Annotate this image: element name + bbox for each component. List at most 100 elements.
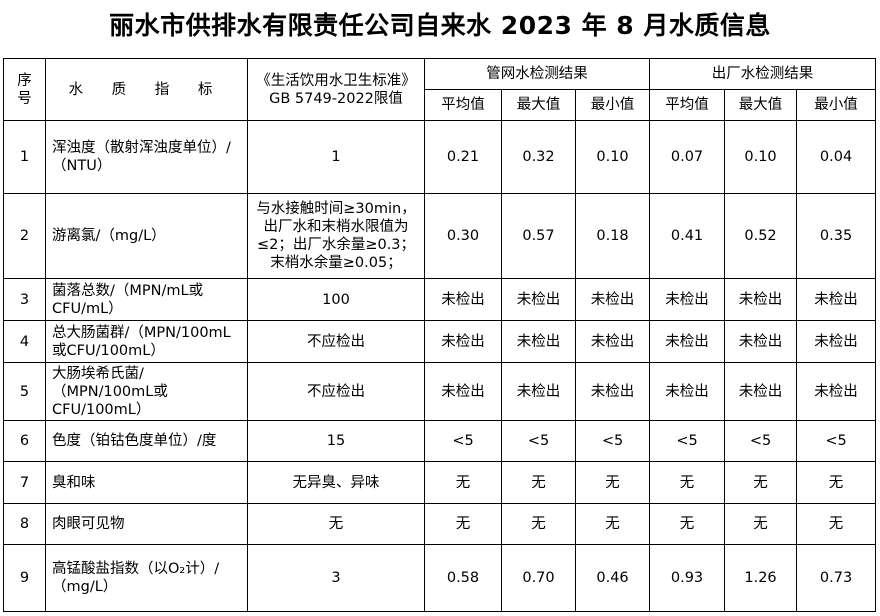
row-value: 无 (424, 461, 502, 504)
row-value: 无 (424, 503, 502, 545)
row-seq: 6 (3, 420, 46, 462)
row-limit: 无 (247, 503, 425, 545)
table-row: 4 总大肠菌群/（MPN/100mL或CFU/100mL） 不应检出 未检出 未检出 未检… (3, 320, 877, 363)
row-value: 0.58 (424, 544, 502, 612)
row-value: 0.21 (424, 120, 502, 194)
row-limit: 与水接触时间≥30min，出厂水和末梢水限值为≤2；出厂水余量≥0.3；末梢水余… (247, 193, 425, 279)
row-seq: 4 (3, 320, 46, 363)
row-indicator: 浑浊度（散射浑浊度单位）/（NTU） (45, 120, 248, 194)
row-value: 0.18 (574, 193, 651, 279)
row-value: 0.52 (724, 193, 798, 279)
row-value: 未检出 (501, 320, 576, 363)
row-limit: 无异臭、异味 (247, 461, 425, 504)
row-indicator: 肉眼可见物 (45, 503, 248, 545)
table-row: 8 肉眼可见物无无无无无无无 (3, 503, 877, 545)
row-value: 未检出 (501, 278, 576, 321)
row-value: 未检出 (574, 320, 651, 363)
row-value: <5 (649, 420, 726, 462)
row-value: 无 (501, 461, 576, 504)
header-sub-0: 平均值 (424, 89, 502, 121)
row-indicator: 高锰酸盐指数（以O₂计）/（mg/L） (45, 544, 248, 612)
row-value: 0.10 (724, 120, 798, 194)
row-value: 无 (796, 461, 877, 504)
table-row: 3 菌落总数/（MPN/mL或CFU/mL） 100 未检出 未检出 未检出 未检出 未检出未… (3, 278, 877, 321)
row-value: 0.46 (574, 544, 651, 612)
header-seq: 序号 (3, 58, 46, 121)
header-sub-3: 平均值 (649, 89, 726, 121)
row-value: 0.35 (796, 193, 877, 279)
table-row: 6 色度（铂钴色度单位）/度 15 <5 <5 <5 <5 <5 <5 (3, 420, 877, 462)
row-seq: 5 (3, 362, 46, 421)
row-value: 0.07 (649, 120, 726, 194)
row-seq: 8 (3, 503, 46, 545)
row-value: 0.70 (501, 544, 576, 612)
row-seq: 7 (3, 461, 46, 504)
table-row: 5 大肠埃希氏菌/（MPN/100mL或CFU/100mL） 不应检出 未检出 未检出未… (3, 362, 877, 421)
row-limit: 3 (247, 544, 425, 612)
table-row: 9 高锰酸盐指数（以O₂计）/（mg/L） 3 0.58 0.70 0.46 0.93 1.2… (3, 544, 877, 612)
row-value: <5 (501, 420, 576, 462)
row-indicator: 总大肠菌群/（MPN/100mL或CFU/100mL） (45, 320, 248, 363)
row-seq: 3 (3, 278, 46, 321)
table-row: 7 臭和味 无异臭、异味无无无无无无 (3, 461, 877, 504)
row-indicator: 臭和味 (45, 461, 248, 504)
row-value: 0.41 (649, 193, 726, 279)
row-value: <5 (424, 420, 502, 462)
row-value: 未检出 (724, 362, 798, 421)
row-limit: 15 (247, 420, 425, 462)
table-row: 1 浑浊度（散射浑浊度单位）/（NTU） 1 0.21 0.32 0.10 0.07 0.10… (3, 120, 877, 194)
row-value: 未检出 (796, 362, 877, 421)
row-value: 无 (501, 503, 576, 545)
row-value: 0.10 (574, 120, 651, 194)
row-value: <5 (724, 420, 798, 462)
row-value: 无 (574, 503, 651, 545)
row-value: 未检出 (796, 320, 877, 363)
row-limit: 100 (247, 278, 425, 321)
row-value: 未检出 (724, 278, 798, 321)
row-value: 1.26 (724, 544, 798, 612)
row-value: 无 (724, 461, 798, 504)
row-indicator: 游离氯/（mg/L） (45, 193, 248, 279)
row-value: 未检出 (796, 278, 877, 321)
row-value: 无 (574, 461, 651, 504)
row-value: 未检出 (724, 320, 798, 363)
row-value: 未检出 (424, 362, 502, 421)
row-value: 未检出 (649, 278, 726, 321)
row-value: 无 (724, 503, 798, 545)
row-value: 未检出 (574, 362, 651, 421)
table-row: 2 游离氯/（mg/L） 与水接触时间≥30min，出厂水和末梢水限值为≤2；出厂水… (3, 193, 877, 279)
header-standard: 《生活饮用水卫生标准》GB 5749-2022限值 (247, 58, 425, 121)
header-sub-1: 最大值 (501, 89, 576, 121)
row-value: 无 (649, 461, 726, 504)
row-value: 0.93 (649, 544, 726, 612)
row-value: 未检出 (574, 278, 651, 321)
row-value: 未检出 (649, 362, 726, 421)
row-indicator: 色度（铂钴色度单位）/度 (45, 420, 248, 462)
header-indicator: 水 质 指 标 (45, 58, 248, 121)
row-value: 未检出 (424, 320, 502, 363)
header-sub-2: 最小值 (574, 89, 651, 121)
row-value: 0.57 (501, 193, 576, 279)
row-indicator: 菌落总数/（MPN/mL或CFU/mL） (45, 278, 248, 321)
page-title: 丽水市供排水有限责任公司自来水 2023 年 8 月水质信息 (109, 11, 771, 40)
row-value: <5 (796, 420, 877, 462)
row-value: 未检出 (501, 362, 576, 421)
header-plant-results: 出厂水检测结果 (649, 58, 877, 90)
row-value: 0.32 (501, 120, 576, 194)
header-network-results: 管网水检测结果 (423, 58, 651, 90)
header-sub-4: 最大值 (724, 89, 798, 121)
row-value: 未检出 (424, 278, 502, 321)
header-sub-5: 最小值 (796, 89, 877, 121)
row-limit: 1 (247, 120, 425, 194)
row-value: 0.30 (424, 193, 502, 279)
row-limit: 不应检出 (247, 320, 425, 363)
water-quality-table: 序号 水 质 指 标 《生活饮用水卫生标准》GB 5749-2022限值 管网水… (3, 58, 877, 612)
row-value: 无 (796, 503, 877, 545)
row-seq: 9 (3, 544, 46, 612)
row-seq: 1 (3, 120, 46, 194)
row-value: <5 (574, 420, 651, 462)
row-seq: 2 (3, 193, 46, 279)
row-indicator: 大肠埃希氏菌/（MPN/100mL或CFU/100mL） (45, 362, 248, 421)
row-value: 未检出 (649, 320, 726, 363)
row-value: 0.73 (796, 544, 877, 612)
